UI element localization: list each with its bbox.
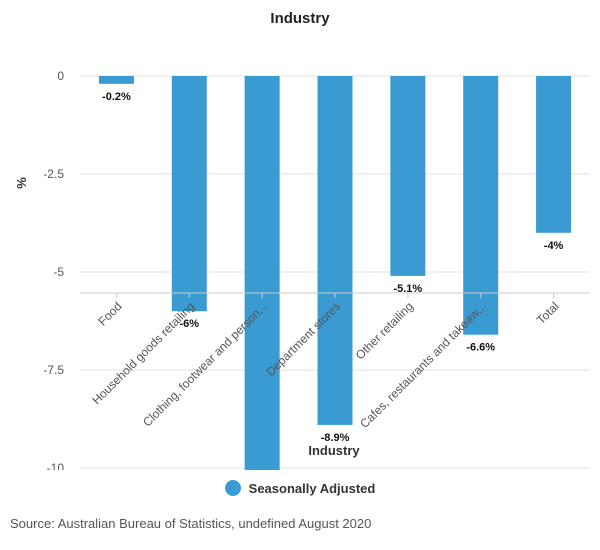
data-label: -8.9% [321,432,350,444]
bar[interactable] [171,76,207,312]
y-tick-label: -2.5 [43,167,64,181]
x-tick-label: Cafes, restaurants and takeaw... [357,299,489,431]
data-label: -4% [544,240,564,252]
y-tick-label: -7.5 [43,363,64,377]
data-label: -6.6% [466,342,495,354]
bar[interactable] [390,76,426,276]
bar[interactable] [317,76,353,425]
bar[interactable] [98,76,134,84]
bars [98,76,572,470]
bar[interactable] [536,76,572,233]
source-note: Source: Australian Bureau of Statistics,… [10,516,372,531]
bar[interactable] [463,76,499,335]
y-tick-label: 0 [57,69,64,83]
chart-title: Industry [270,10,330,27]
legend: Seasonally Adjusted [0,480,600,496]
x-axis-label: Industry [308,443,360,458]
x-tick-label: Total [534,299,562,327]
bar[interactable] [244,76,280,470]
x-tick-label: Food [95,299,124,328]
y-axis-ticks: 0 -2.5 -5 -7.5 -10 [43,69,64,470]
y-axis-label: % [14,177,29,189]
legend-swatch[interactable] [224,480,241,496]
data-label: -0.2% [102,91,131,103]
bar-chart: 0-2.5-5-7.5-10 -0.2%-6%-10.5%-10.5%-8.9%… [14,69,590,470]
y-tick-label: -10 [47,461,65,470]
x-tick-label: Other retailing [353,299,416,362]
legend-label[interactable]: Seasonally Adjusted [248,480,376,496]
data-label: -6% [180,318,200,330]
y-tick-label: -5 [53,265,64,279]
